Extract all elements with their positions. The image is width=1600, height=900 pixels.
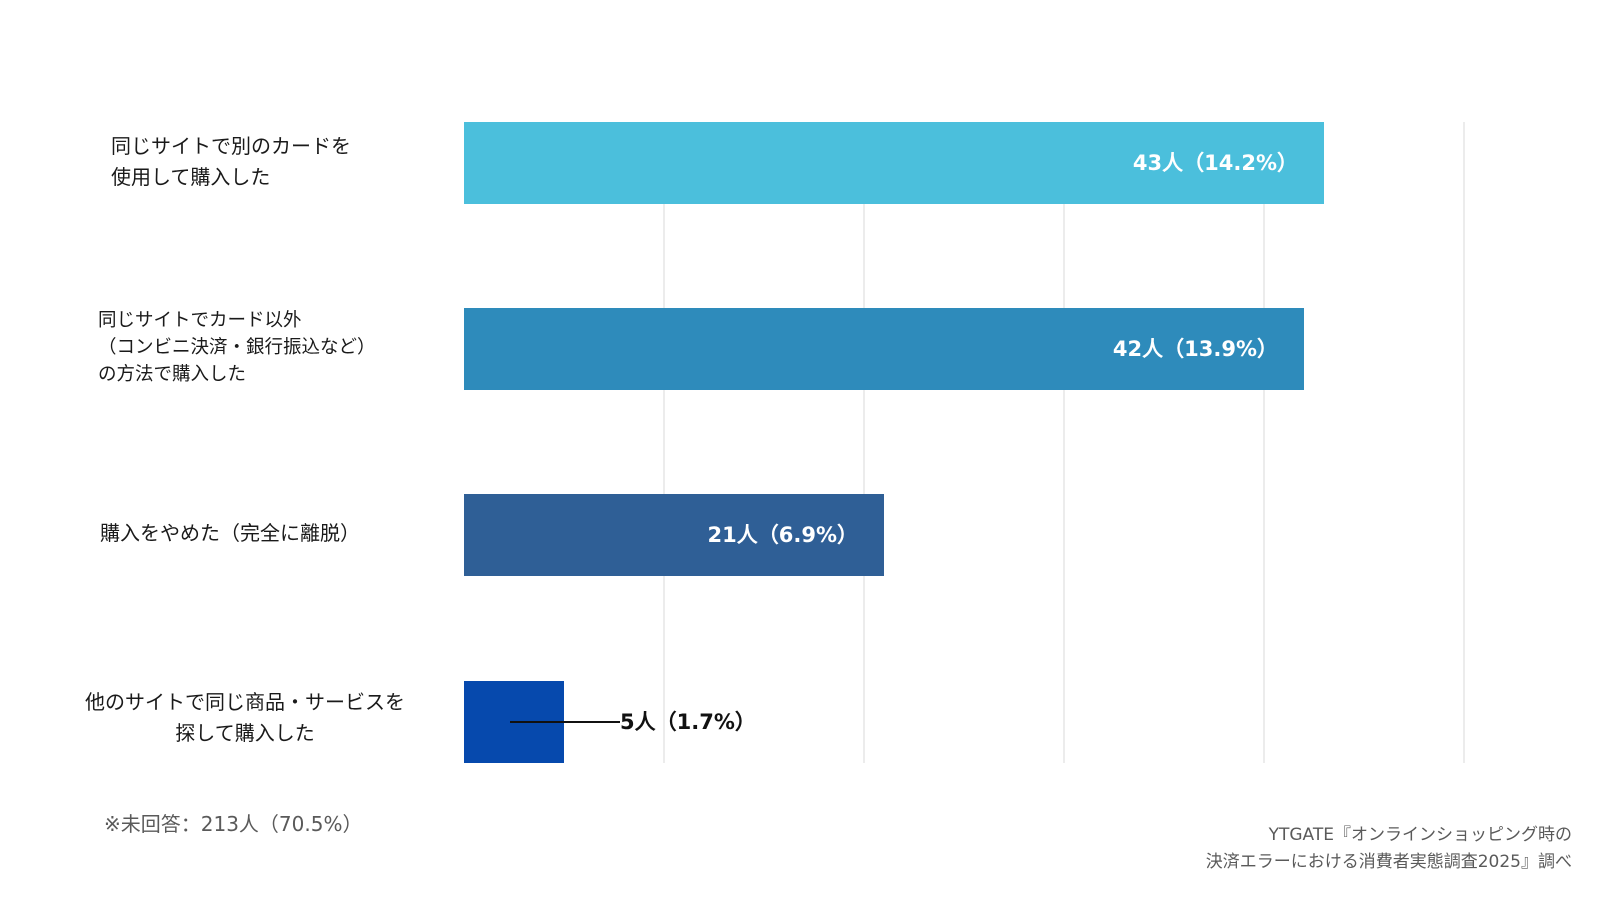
category-label-4: 他のサイトで同じ商品・サービスを 探して購入した [55,687,435,749]
category-label-1: 同じサイトで別のカードを 使用して購入した [111,131,431,193]
category-label-4-line-2: 探して購入した [175,721,315,745]
data-label-4: 5人（1.7%） [620,710,756,734]
data-label-3: 21人（6.9%） [708,523,858,547]
category-label-2-line-1: 同じサイトでカード以外 [98,310,302,331]
category-label-4-line-1: 他のサイトで同じ商品・サービスを [85,690,405,714]
data-labels: 43人（14.2%） 42人（13.9%） 21人（6.9%） 5人（1.7%） [510,151,1298,734]
category-label-3-line-1: 購入をやめた（完全に離脱） [100,521,360,545]
category-label-1-line-1: 同じサイトで別のカードを [111,134,351,158]
grid-lines [663,122,1465,763]
category-label-2: 同じサイトでカード以外 （コンビニ決済・銀行振込など） の方法で購入した [98,307,438,388]
category-label-2-line-2: （コンビニ決済・銀行振込など） [98,337,376,358]
source-credit-line-2: 決済エラーにおける消費者実態調査2025』調べ [1205,852,1572,872]
category-label-2-line-3: の方法で購入した [98,364,247,385]
data-label-2: 42人（13.9%） [1113,337,1278,361]
bar-2 [464,308,1304,390]
category-label-3: 購入をやめた（完全に離脱） [100,518,440,549]
source-credit-line-1: YTGATE『オンラインショッピング時の [1268,825,1572,845]
bar-1 [464,122,1324,204]
bar-3 [464,494,884,576]
data-label-1: 43人（14.2%） [1133,151,1298,175]
source-credit: YTGATE『オンラインショッピング時の 決済エラーにおける消費者実態調査202… [1206,822,1572,876]
bars [464,122,1324,763]
unanswered-footnote: ※未回答：213人（70.5%） [104,812,363,836]
category-label-1-line-2: 使用して購入した [111,165,271,189]
